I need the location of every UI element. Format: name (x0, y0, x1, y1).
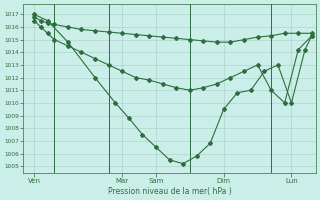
X-axis label: Pression niveau de la mer( hPa ): Pression niveau de la mer( hPa ) (108, 187, 231, 196)
